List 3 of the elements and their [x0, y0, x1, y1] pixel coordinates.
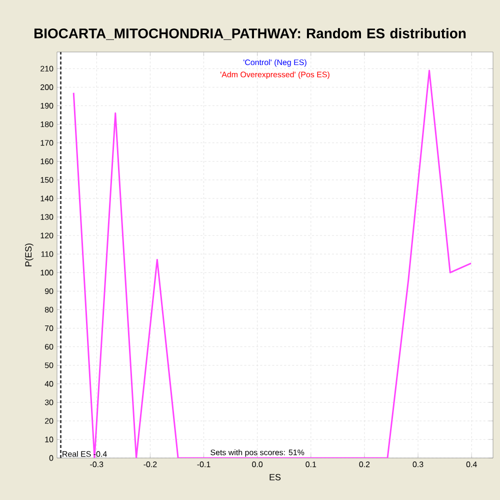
chart-title: BIOCARTA_MITOCHONDRIA_PATHWAY: Random ES distribution [34, 28, 466, 40]
y-axis-title: P(ES) [24, 244, 34, 266]
x-axis-title: ES [270, 474, 281, 480]
